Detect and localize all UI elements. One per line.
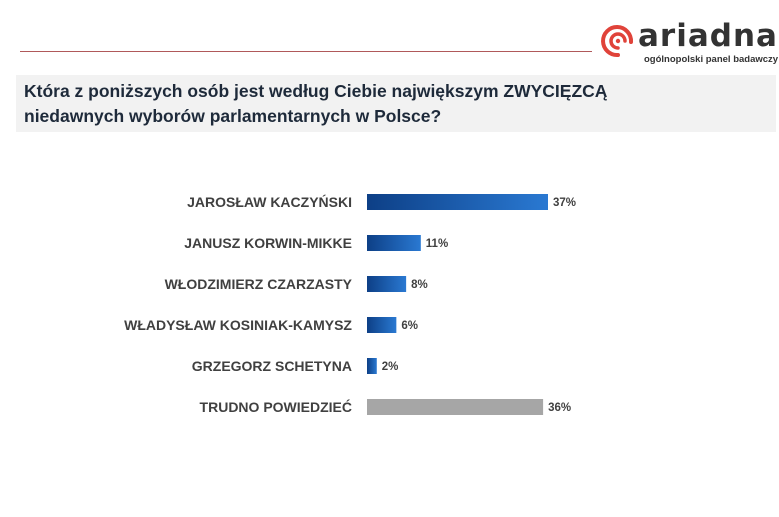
header-divider	[20, 51, 592, 52]
bar	[367, 194, 548, 210]
bar	[367, 317, 397, 333]
bar	[367, 358, 377, 374]
category-label: JAROSŁAW KACZYŃSKI	[187, 194, 352, 210]
value-label: 2%	[382, 361, 399, 373]
value-label: 8%	[411, 279, 428, 291]
spiral-icon	[601, 25, 634, 58]
category-label: WŁADYSŁAW KOSINIAK-KAMYSZ	[124, 317, 352, 333]
value-label: 36%	[548, 402, 571, 414]
category-label: GRZEGORZ SCHETYNA	[192, 358, 352, 374]
question-line-1: Która z poniższych osób jest według Cieb…	[24, 81, 608, 101]
question-line-2: niedawnych wyborów parlamentarnych w Pol…	[24, 106, 442, 126]
bar	[367, 276, 407, 292]
ariadna-logo: ariadna ogólnopolski panel badawczy	[600, 18, 779, 68]
value-label: 37%	[553, 197, 576, 209]
category-label: TRUDNO POWIEDZIEĆ	[200, 398, 352, 415]
value-label: 6%	[401, 320, 418, 332]
category-label: WŁODZIMIERZ CZARZASTY	[165, 276, 353, 292]
bar	[367, 399, 544, 415]
brand-tagline: ogólnopolski panel badawczy	[644, 54, 779, 65]
value-label: 11%	[426, 238, 448, 250]
bar	[367, 235, 421, 251]
category-label: JANUSZ KORWIN-MIKKE	[184, 235, 352, 251]
question-box: Która z poniższych osób jest według Cieb…	[16, 75, 776, 132]
brand-name: ariadna	[638, 18, 778, 54]
